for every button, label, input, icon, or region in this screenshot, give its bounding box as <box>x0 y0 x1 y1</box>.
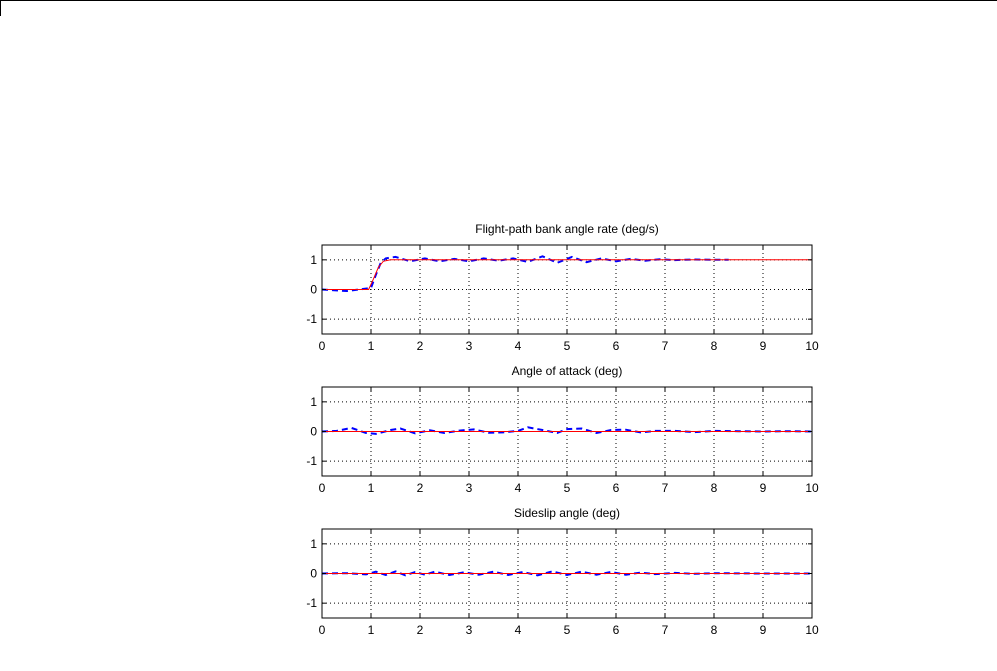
x-tick-label: 3 <box>466 623 473 637</box>
x-tick-label: 9 <box>760 623 767 637</box>
x-tick-label: 9 <box>760 339 767 353</box>
x-tick-label: 4 <box>515 481 522 495</box>
y-tick-label: -1 <box>306 596 317 610</box>
x-tick-label: 7 <box>662 481 669 495</box>
x-tick-label: 10 <box>805 481 819 495</box>
x-tick-label: 4 <box>515 339 522 353</box>
y-tick-label: 1 <box>310 253 317 267</box>
y-tick-label: 1 <box>310 395 317 409</box>
window-left-border <box>0 0 1 16</box>
x-tick-label: 0 <box>319 481 326 495</box>
subplot-title: Sideslip angle (deg) <box>514 506 620 520</box>
y-tick-label: 0 <box>310 567 317 581</box>
series-response <box>321 426 813 435</box>
x-tick-label: 8 <box>711 481 718 495</box>
y-tick-label: 0 <box>310 283 317 297</box>
x-tick-label: 4 <box>515 623 522 637</box>
x-tick-label: 1 <box>368 481 375 495</box>
x-tick-label: 7 <box>662 339 669 353</box>
x-tick-label: 0 <box>319 623 326 637</box>
subplot-title: Angle of attack (deg) <box>512 364 623 378</box>
x-tick-label: 6 <box>613 339 620 353</box>
x-tick-label: 3 <box>466 339 473 353</box>
y-tick-label: 1 <box>310 537 317 551</box>
y-tick-label: -1 <box>306 454 317 468</box>
x-tick-label: 10 <box>805 339 819 353</box>
x-tick-label: 8 <box>711 339 718 353</box>
x-tick-label: 1 <box>368 339 375 353</box>
x-tick-label: 6 <box>613 481 620 495</box>
x-tick-label: 9 <box>760 481 767 495</box>
x-tick-label: 6 <box>613 623 620 637</box>
y-tick-label: -1 <box>306 312 317 326</box>
x-tick-label: 5 <box>564 339 571 353</box>
x-tick-label: 5 <box>564 623 571 637</box>
series-reference <box>322 259 812 290</box>
x-tick-label: 0 <box>319 339 326 353</box>
y-tick-label: 0 <box>310 425 317 439</box>
x-tick-label: 5 <box>564 481 571 495</box>
window-top-border <box>0 0 997 1</box>
x-tick-label: 10 <box>805 623 819 637</box>
x-tick-label: 2 <box>417 339 424 353</box>
x-tick-label: 3 <box>466 481 473 495</box>
subplot-title: Flight-path bank angle rate (deg/s) <box>475 222 658 236</box>
x-tick-label: 2 <box>417 481 424 495</box>
x-tick-label: 8 <box>711 623 718 637</box>
x-tick-label: 1 <box>368 623 375 637</box>
x-tick-label: 2 <box>417 623 424 637</box>
x-tick-label: 7 <box>662 623 669 637</box>
